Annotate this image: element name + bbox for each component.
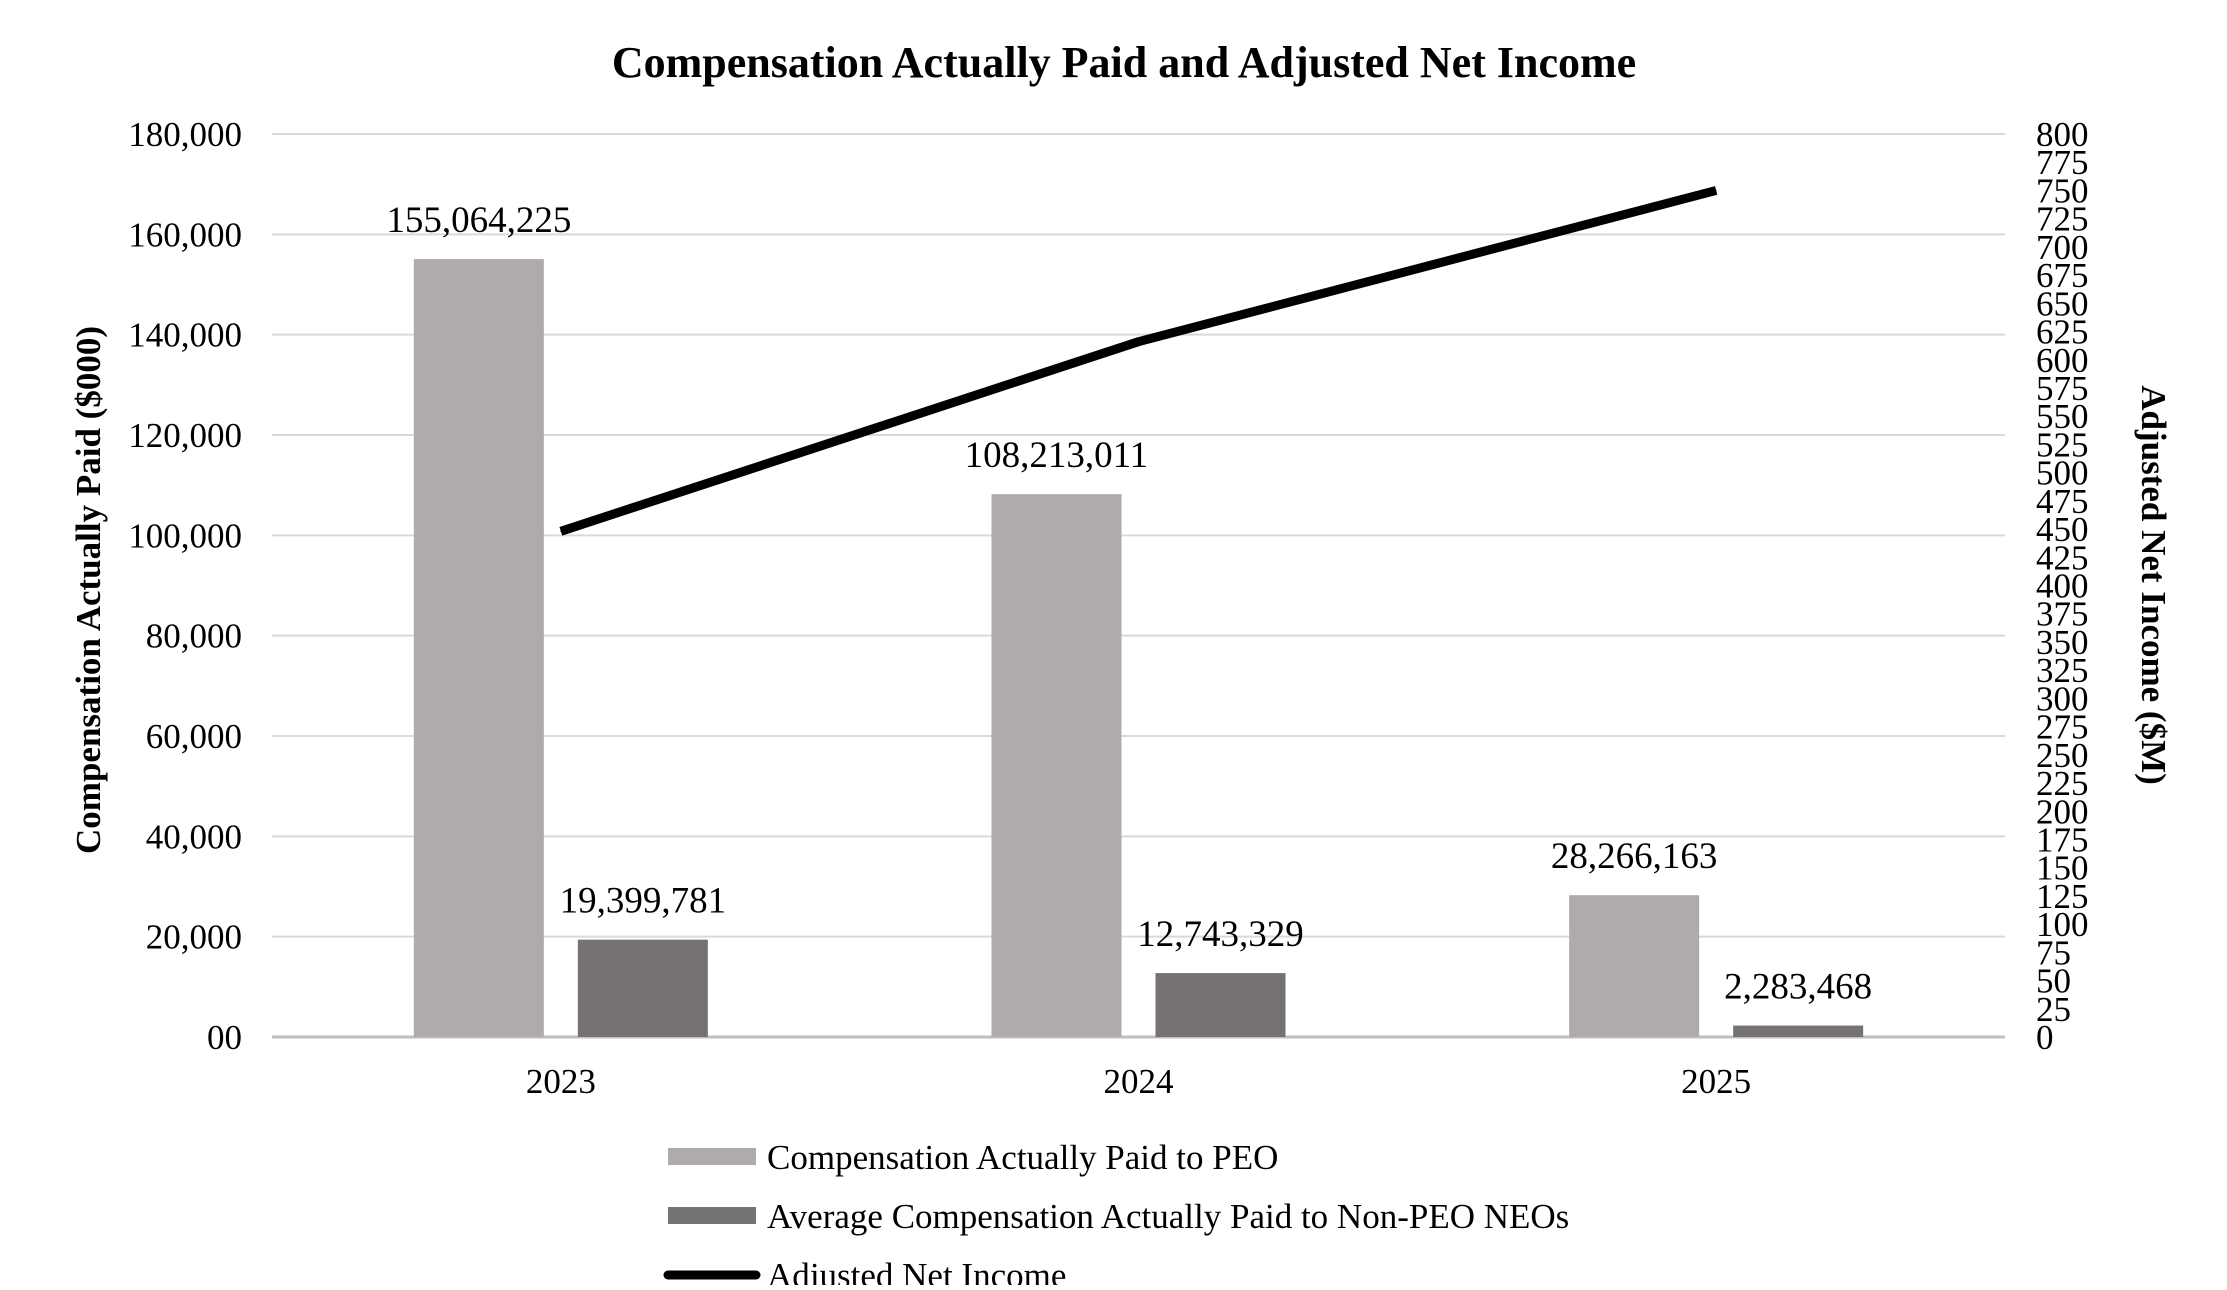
left-tick-label: 60,000 <box>146 717 242 756</box>
right-tick-label: 625 <box>2036 313 2089 352</box>
data-label: 12,743,329 <box>1137 914 1304 955</box>
bar-peo-2023 <box>413 259 544 1037</box>
bar-non-peo-2024 <box>1155 973 1286 1037</box>
right-axis-ticks: 0255075100125150175200225250275300325350… <box>2036 115 2089 1057</box>
right-tick-label: 175 <box>2036 820 2089 859</box>
left-tick-label: 120,000 <box>128 416 242 455</box>
left-axis-ticks: 00 20,000 40,000 60,000 80,000 100,000 120,000… <box>128 115 242 1057</box>
line-point-2025 <box>1715 189 1717 191</box>
data-label: 108,213,011 <box>965 435 1149 476</box>
data-label: 155,064,225 <box>386 200 571 241</box>
right-tick-label: 25 <box>2036 990 2071 1029</box>
right-tick-label: 200 <box>2036 792 2089 831</box>
right-axis-title: Adjusted Net Income ($M) <box>2134 385 2173 785</box>
right-tick-label: 0 <box>2036 1018 2054 1057</box>
line-series <box>559 186 1718 536</box>
right-tick-label: 250 <box>2036 736 2089 775</box>
right-tick-label: 150 <box>2036 849 2089 888</box>
data-label: 2,283,468 <box>1724 967 1872 1008</box>
left-tick-label: 160,000 <box>128 215 242 254</box>
line-point-2024 <box>1138 341 1139 343</box>
right-tick-label: 75 <box>2036 933 2071 972</box>
legend: Compensation Actually Paid to PEO Average… <box>663 1138 1569 1290</box>
right-tick-label: 225 <box>2036 764 2089 803</box>
right-tick-label: 750 <box>2036 171 2089 210</box>
left-tick-label: 140,000 <box>128 316 242 355</box>
data-labels: 155,064,225 108,213,011 28,266,163 19,399,7… <box>386 200 1872 1007</box>
right-tick-label: 700 <box>2036 228 2089 267</box>
bar-marks <box>413 259 1864 1037</box>
bar-non-peo-2025 <box>1733 1025 1864 1037</box>
chart-title: Compensation Actually Paid and Adjusted … <box>612 38 1636 87</box>
right-tick-label: 675 <box>2036 256 2089 295</box>
right-tick-label: 300 <box>2036 679 2089 718</box>
right-tick-label: 500 <box>2036 454 2089 493</box>
left-tick-label: 80,000 <box>146 617 242 656</box>
gridlines <box>272 133 2005 1039</box>
legend-swatch <box>668 1148 756 1165</box>
x-category-label: 2025 <box>1681 1062 1751 1101</box>
right-tick-label: 550 <box>2036 397 2089 436</box>
right-tick-label: 650 <box>2036 284 2089 323</box>
x-category-label: 2024 <box>1104 1062 1174 1101</box>
right-tick-label: 575 <box>2036 369 2089 408</box>
legend-label: Compensation Actually Paid to PEO <box>767 1138 1278 1177</box>
bar-peo-2025 <box>1569 895 1700 1037</box>
right-tick-label: 525 <box>2036 425 2089 464</box>
right-tick-label: 275 <box>2036 708 2089 747</box>
right-tick-label: 450 <box>2036 510 2089 549</box>
left-tick-label: 20,000 <box>146 918 242 957</box>
left-tick-label: 00 <box>207 1018 242 1057</box>
right-tick-label: 375 <box>2036 595 2089 634</box>
right-tick-label: 800 <box>2036 115 2089 154</box>
legend-swatch <box>668 1207 756 1224</box>
left-tick-label: 40,000 <box>146 817 242 856</box>
data-label: 19,399,781 <box>560 881 727 922</box>
bar-non-peo-2023 <box>577 939 708 1037</box>
right-tick-label: 725 <box>2036 200 2089 239</box>
line-point-2023 <box>560 530 562 532</box>
right-tick-label: 600 <box>2036 341 2089 380</box>
right-tick-label: 325 <box>2036 651 2089 690</box>
category-labels: 2023 2024 2025 <box>526 1062 1751 1101</box>
left-tick-label: 180,000 <box>128 115 242 154</box>
x-category-label: 2023 <box>526 1062 596 1101</box>
right-tick-label: 125 <box>2036 877 2089 916</box>
data-label: 28,266,163 <box>1551 836 1718 877</box>
right-tick-label: 100 <box>2036 905 2089 944</box>
left-tick-label: 100,000 <box>128 516 242 555</box>
right-tick-label: 50 <box>2036 962 2071 1001</box>
bar-peo-2024 <box>991 494 1122 1037</box>
legend-label: Average Compensation Actually Paid to No… <box>767 1197 1569 1236</box>
legend-label: Adjusted Net Income <box>767 1256 1066 1285</box>
right-tick-label: 425 <box>2036 538 2089 577</box>
right-tick-label: 400 <box>2036 567 2089 606</box>
right-tick-label: 475 <box>2036 482 2089 521</box>
left-axis-title: Compensation Actually Paid ($000) <box>69 326 108 854</box>
right-tick-label: 775 <box>2036 143 2089 182</box>
right-tick-label: 350 <box>2036 623 2089 662</box>
